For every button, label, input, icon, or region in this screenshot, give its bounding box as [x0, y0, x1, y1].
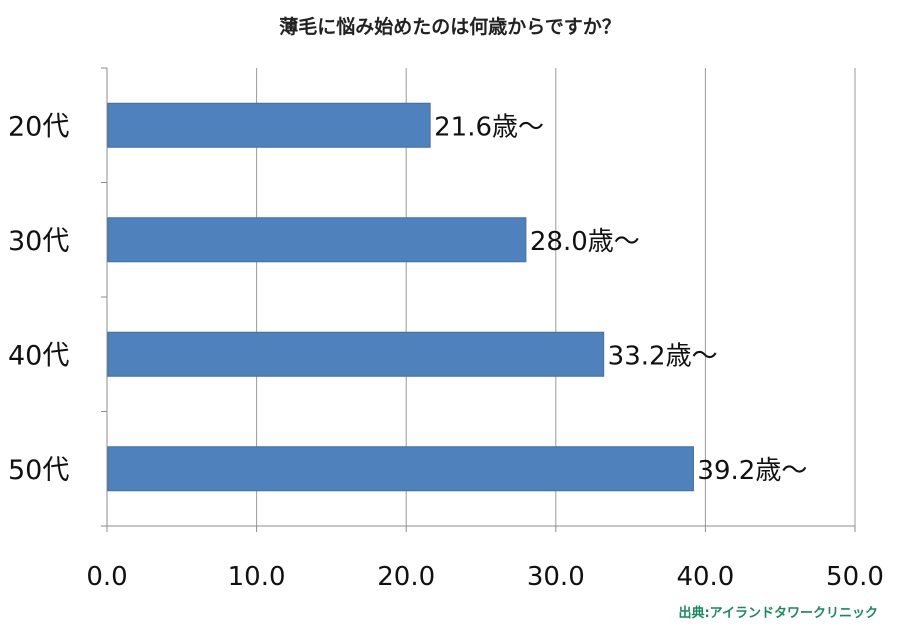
category-label-1: 30代 [8, 226, 69, 257]
category-label-0: 20代 [8, 111, 69, 142]
bar-2 [107, 331, 605, 377]
x-tick-label-3: 30.0 [527, 562, 585, 592]
x-tick-label-1: 10.0 [228, 562, 286, 592]
x-tick-label-0: 0.0 [86, 562, 127, 592]
data-label-0: 21.6歳～ [434, 112, 544, 142]
bar-0 [107, 102, 431, 148]
source-note: 出典:アイランドタワークリニック [678, 605, 878, 621]
category-label-3: 50代 [8, 455, 69, 486]
axes [101, 67, 856, 532]
category-label-2: 40代 [8, 340, 69, 371]
data-label-2: 33.2歳～ [608, 341, 718, 371]
chart-title: 薄毛に悩み始めたのは何歳からですか？ [279, 15, 620, 38]
bars [107, 102, 694, 492]
x-tick-label-5: 50.0 [826, 562, 884, 592]
x-tick-label-4: 40.0 [676, 562, 734, 592]
bar-1 [107, 217, 527, 263]
x-tick-label-2: 20.0 [377, 562, 435, 592]
bar-3 [107, 446, 694, 492]
labels: 0.0 10.0 20.0 30.0 40.0 50.0 20代 21.6歳～ 30代 28.0歳… [8, 111, 884, 592]
data-label-3: 39.2歳～ [697, 456, 807, 486]
data-label-1: 28.0歳～ [530, 227, 640, 257]
